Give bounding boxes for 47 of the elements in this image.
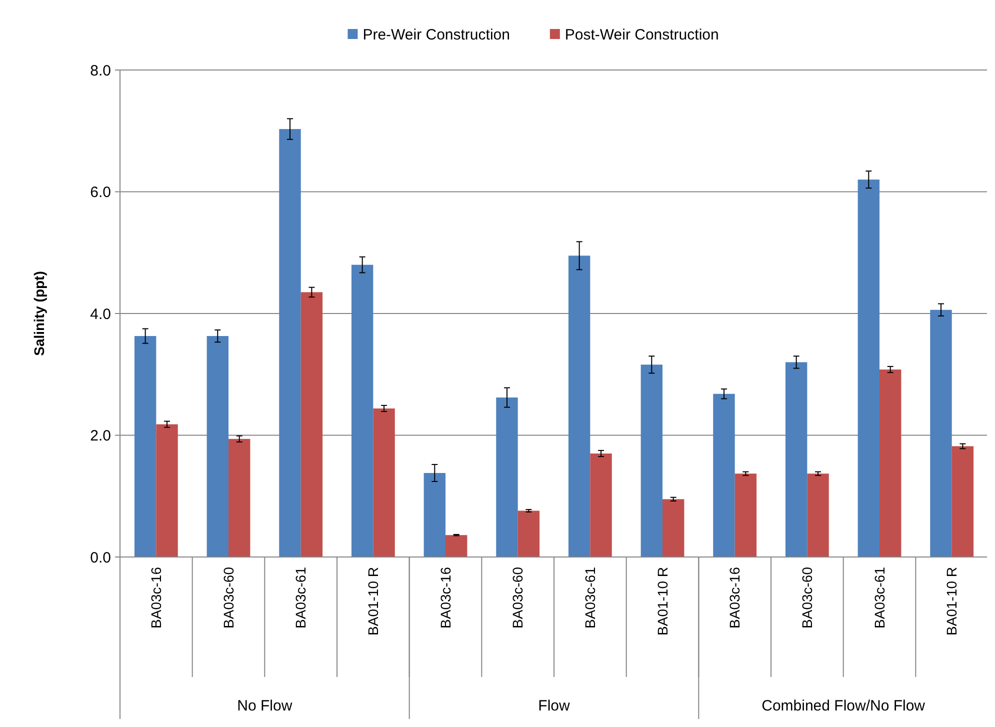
text: Flow xyxy=(538,697,570,714)
bar xyxy=(351,264,374,557)
text: No Flow xyxy=(237,697,292,714)
legend-label: Post-Weir Construction xyxy=(564,26,719,44)
bar xyxy=(640,364,662,557)
bar xyxy=(662,499,684,557)
bar xyxy=(424,472,446,557)
bar xyxy=(446,535,468,557)
bar xyxy=(734,474,757,557)
y-tick-label: 2.0 xyxy=(90,428,111,444)
bar xyxy=(300,292,323,557)
x-tick-label: BA01-10 R xyxy=(365,567,382,636)
bar xyxy=(279,129,301,557)
x-tick-label: BA03c-60 xyxy=(799,566,816,628)
bar xyxy=(496,398,518,557)
bar xyxy=(858,180,880,557)
y-tick-label: 6.0 xyxy=(90,184,111,201)
bar xyxy=(590,454,612,557)
bar xyxy=(518,510,540,557)
bar xyxy=(134,336,156,557)
text: Combined Flow/No Flow xyxy=(762,697,926,714)
bar xyxy=(807,474,829,557)
bar xyxy=(880,370,902,557)
y-tick-label: 4.0 xyxy=(90,306,111,323)
bar xyxy=(930,310,952,557)
bar xyxy=(228,438,250,557)
bar xyxy=(373,408,395,557)
y-tick-label: 8.0 xyxy=(90,62,111,80)
legend-label: Pre-Weir Construction xyxy=(362,26,510,44)
x-tick-label: BA03c-61 xyxy=(292,566,309,628)
x-tick-label: BA03c-60 xyxy=(510,566,526,628)
bar xyxy=(206,336,228,557)
x-tick-label: BA01-10 R xyxy=(944,567,960,636)
y-tick-label: 0.0 xyxy=(90,549,111,566)
x-tick-label: BA03c-60 xyxy=(220,566,236,628)
bar xyxy=(785,362,808,557)
x-tick-label: BA03c-61 xyxy=(582,566,598,628)
x-tick-label: BA03c-16 xyxy=(148,566,164,628)
x-tick-label: BA01-10 R xyxy=(654,567,670,636)
bar xyxy=(568,256,590,557)
x-tick-label: BA03c-16 xyxy=(437,566,454,628)
x-tick-label: BA03c-16 xyxy=(726,566,743,628)
y-axis-title: Salinity (ppt) xyxy=(31,271,47,356)
x-tick-label: BA03c-61 xyxy=(871,566,888,628)
bar xyxy=(713,394,735,557)
bar xyxy=(156,424,178,557)
bar xyxy=(952,446,974,557)
